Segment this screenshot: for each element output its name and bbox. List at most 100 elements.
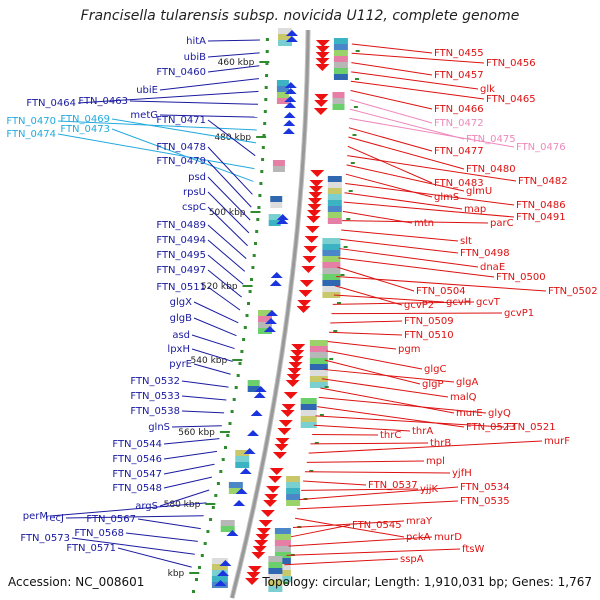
right-leader-line (284, 558, 399, 566)
right-gene-label: FTN_0476 (349, 117, 566, 153)
left-leader-line (181, 410, 225, 414)
left-gene-label: FTN_0544 (112, 438, 220, 450)
ruler-dot (284, 582, 288, 584)
ruler-dot (257, 206, 261, 209)
right-gene-label: gcvP2 (334, 285, 434, 311)
gene-arrow-forward (226, 530, 239, 536)
gene-arrow-forward (254, 386, 267, 392)
ruler-dot (348, 190, 353, 192)
feature-segment (333, 74, 348, 80)
left-leader-line (207, 286, 241, 311)
feature-segment (268, 562, 283, 568)
gene-arrow-reverse (306, 216, 321, 223)
backbone-layer (229, 30, 311, 599)
right-gene-label: FTN_0472 (350, 99, 484, 129)
feature-segment (274, 528, 291, 534)
feature-segment (235, 462, 250, 468)
ruler-dot (355, 50, 360, 52)
left-leader-line (159, 114, 258, 118)
right-gene-name: murF (544, 436, 570, 447)
feature-segment (332, 92, 345, 98)
left-gene-name: FTN_0511 (156, 282, 206, 293)
feature-segment (309, 340, 328, 346)
feature-segment (322, 238, 341, 244)
right-leader-line (317, 406, 465, 428)
feature-segment (327, 212, 342, 218)
ruler-dot (238, 362, 242, 365)
feature-segment (211, 570, 228, 576)
feature-segment (327, 194, 342, 200)
ruler-dot (264, 98, 268, 101)
feature-segment (274, 546, 291, 552)
left-gene-label: FTN_0469 (60, 114, 257, 144)
gene-arrow-reverse (252, 546, 267, 553)
feature-segment (300, 404, 317, 410)
left-gene-label: FTN_0471 (156, 115, 256, 157)
gene-arrow-forward (216, 570, 229, 576)
gene-arrow-reverse (307, 204, 322, 211)
right-gene-name: pgm (398, 344, 420, 355)
ruler-dot (240, 350, 244, 353)
right-leader-line (331, 312, 503, 315)
left-gene-label: FTN_0571 (66, 543, 192, 568)
right-gene-label: murE (320, 387, 483, 419)
gene-arrow-reverse (274, 444, 289, 451)
right-gene-label: parC (342, 218, 514, 229)
right-gene-label: glmU (346, 164, 492, 197)
left-gene-name: glgX (170, 297, 192, 308)
right-gene-name: glk (480, 84, 495, 95)
left-gene-name: FTN_0460 (156, 67, 206, 78)
left-gene-label: FTN_0495 (156, 250, 244, 285)
gene-arrow-reverse (314, 94, 329, 101)
left-leader-line (181, 380, 229, 388)
left-leader-line (207, 39, 260, 42)
left-leader-line (207, 176, 251, 221)
left-leader-line (163, 450, 218, 460)
left-gene-label: FTN_0546 (112, 450, 218, 465)
ruler-dot (324, 386, 329, 388)
gene-arrow-reverse (303, 246, 318, 253)
left-gene-label: perM (23, 502, 207, 522)
left-gene-name: rpsU (183, 187, 206, 198)
ruler-dot (265, 50, 269, 53)
feature-segment (247, 386, 260, 392)
right-leader-line (297, 500, 459, 510)
ruler-dot (319, 414, 324, 416)
right-gene-label: FTN_0465 (350, 80, 536, 105)
gene-arrow-forward (247, 430, 260, 436)
map-title: Francisella tularensis subsp. novicida U… (80, 8, 520, 24)
left-gene-name: FTN_0546 (112, 454, 162, 465)
left-leader-line (71, 537, 195, 555)
feature-segment (286, 482, 301, 488)
feature-block (322, 238, 341, 298)
right-gene-label: pgm (327, 341, 420, 355)
feature-segment (268, 556, 283, 562)
right-gene-name: ftsW (462, 544, 484, 555)
left-leader-line (193, 317, 237, 337)
gene-arrow-reverse (281, 404, 296, 411)
feature-segment (274, 540, 291, 546)
left-gene-label: FTN_0474 (6, 129, 255, 170)
left-gene-name: FTN_0463 (78, 96, 128, 107)
left-gene-label: FTN_0463 (78, 96, 259, 107)
feature-segment (211, 564, 228, 570)
feature-segment (211, 576, 228, 582)
left-gene-name: glgB (170, 313, 192, 324)
feature-segment (332, 104, 345, 110)
gene-arrow-reverse (307, 210, 322, 217)
left-gene-label: lpxH (167, 344, 233, 362)
right-gene-name: gcvP1 (504, 308, 534, 319)
gene-arrow-forward (253, 392, 266, 398)
feature-segment (272, 160, 285, 166)
gene-arrow-reverse (310, 170, 325, 177)
left-gene-label: FTN_0464 (26, 90, 259, 109)
ruler-layer: 460 kbp 480 kbp 500 kbp 520 kbp 540 kbp 560 k… (164, 38, 360, 593)
right-leader-line (351, 62, 433, 76)
feature-segment (268, 574, 283, 580)
right-leader-line (346, 164, 465, 192)
ruler-dot (226, 434, 230, 437)
right-gene-label: gcvP1 (331, 308, 534, 319)
left-leader-line (207, 65, 260, 73)
right-gene-label: FTN_0477 (348, 127, 484, 157)
ruler-dot (219, 470, 223, 473)
